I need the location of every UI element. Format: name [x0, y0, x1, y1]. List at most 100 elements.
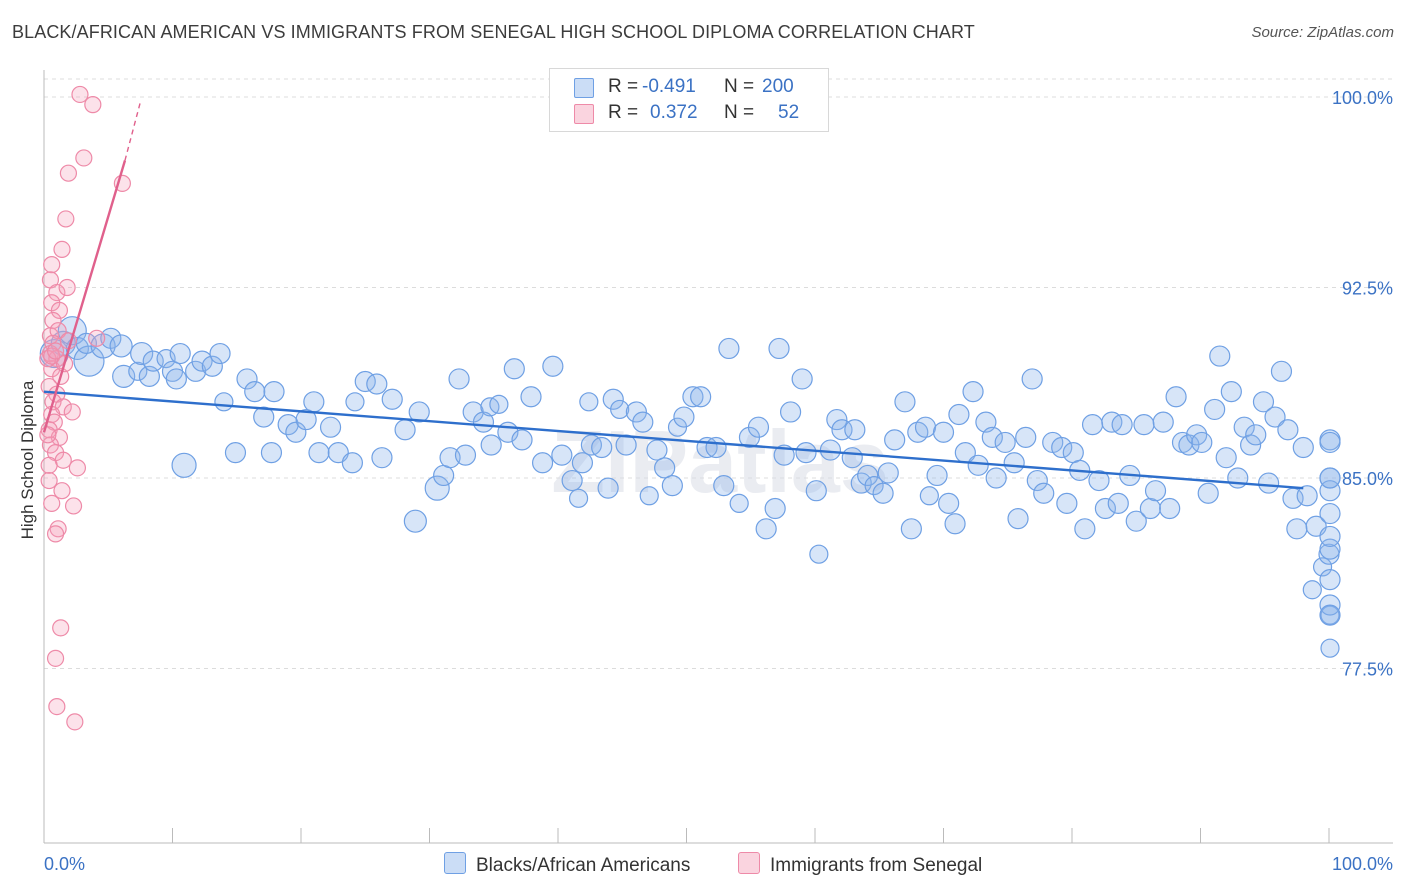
data-point-blue [209, 342, 231, 365]
data-point-blue [1319, 480, 1341, 502]
data-point-blue [994, 431, 1016, 454]
data-point-pink [57, 210, 75, 228]
data-point-pink [66, 713, 84, 731]
data-point-blue [985, 467, 1007, 489]
data-point-blue [844, 419, 866, 441]
data-point-blue [713, 475, 735, 497]
data-point-blue [805, 480, 827, 502]
data-point-blue [295, 408, 317, 431]
data-point-blue [768, 337, 790, 360]
tick-labels: 100.0% 92.5% 85.0% 77.5% 0.0% 100.0% [44, 88, 1393, 874]
data-point-blue [944, 513, 966, 535]
y-tick-label: 100.0% [1332, 88, 1393, 108]
data-point-blue [520, 386, 542, 408]
data-point-blue [884, 429, 906, 451]
data-point-blue [1220, 381, 1242, 403]
data-point-blue [73, 345, 105, 377]
legend-n-value: 52 [778, 102, 800, 123]
trend-lines [42, 101, 1304, 490]
data-point-blue [1021, 368, 1043, 390]
data-point-blue [561, 469, 583, 492]
data-point-blue [1003, 452, 1025, 474]
data-point-blue [632, 411, 654, 433]
data-point-pink [48, 283, 66, 302]
data-point-blue [130, 341, 154, 366]
data-point-blue [169, 342, 191, 365]
data-point-pink [63, 403, 81, 421]
data-point-blue [831, 419, 853, 441]
data-point-blue [128, 361, 148, 381]
data-point-blue [718, 337, 740, 360]
data-point-pink [53, 482, 71, 500]
data-point-blue [705, 436, 727, 459]
data-point-blue [579, 392, 599, 412]
data-point-blue [571, 452, 594, 474]
data-point-blue [1302, 580, 1322, 600]
data-point-blue [1227, 467, 1249, 489]
data-point-blue [1144, 480, 1167, 502]
data-point-blue [381, 388, 403, 410]
data-point-blue [1286, 518, 1308, 540]
data-point-blue [1139, 497, 1161, 520]
data-point-blue [1264, 406, 1286, 428]
data-point-blue [1319, 502, 1341, 525]
data-point-pink [53, 240, 71, 258]
data-point-blue [503, 358, 525, 380]
data-point-blue [682, 386, 704, 408]
data-point-blue [542, 355, 564, 377]
data-point-blue [819, 439, 842, 461]
data-point-blue [345, 392, 365, 412]
data-point-blue [253, 406, 275, 428]
data-point-blue [872, 482, 894, 504]
data-point-blue [1133, 414, 1155, 436]
legend-r-label: R = [608, 102, 639, 123]
data-point-blue [591, 436, 613, 459]
x-tick-label: 0.0% [44, 854, 85, 874]
data-point-blue [1215, 447, 1237, 469]
data-point-blue [826, 408, 848, 431]
data-point-blue [454, 444, 477, 466]
data-point-blue [403, 509, 427, 533]
data-point-blue [260, 442, 283, 464]
data-point-blue [224, 442, 247, 464]
data-point-pink [59, 164, 78, 182]
data-point-blue [646, 439, 668, 461]
legend-label-blacks: Blacks/African Americans [476, 855, 691, 876]
data-point-blue [408, 401, 430, 423]
data-point-blue [755, 518, 777, 540]
data-point-blue [263, 381, 285, 403]
data-point-blue [244, 381, 266, 403]
data-point-blue [1152, 411, 1174, 433]
data-point-blue [1240, 434, 1262, 456]
data-point-blue [690, 386, 712, 408]
data-point-blue [341, 452, 363, 474]
data-point-blue [747, 416, 770, 438]
data-point-blue [639, 486, 659, 506]
data-point-blue [439, 447, 461, 469]
data-point-pink [58, 278, 76, 297]
data-point-pink [50, 301, 69, 319]
data-point-blue [877, 462, 899, 484]
data-point-blue [625, 401, 647, 423]
data-point-blue [511, 429, 533, 451]
data-point-blue [1197, 482, 1219, 504]
data-point-blue [1094, 497, 1117, 520]
data-point-blue [424, 475, 450, 501]
trend-line-pink-extension [124, 101, 142, 161]
data-point-blue [1007, 508, 1029, 530]
data-point-blue [864, 476, 884, 496]
data-point-blue [1296, 485, 1318, 507]
data-point-blue [764, 497, 786, 520]
data-point-blue [1056, 492, 1078, 514]
data-point-pink [64, 497, 83, 515]
data-point-blue [919, 486, 939, 506]
data-point-blue [1319, 604, 1341, 626]
data-point-blue [1209, 345, 1231, 367]
data-point-blue [841, 447, 863, 469]
data-point-blue [165, 368, 187, 390]
y-tick-label: 77.5% [1342, 660, 1393, 680]
data-point-blue [303, 391, 325, 413]
data-point-blue [1319, 538, 1341, 560]
data-point-blue [1320, 638, 1340, 658]
